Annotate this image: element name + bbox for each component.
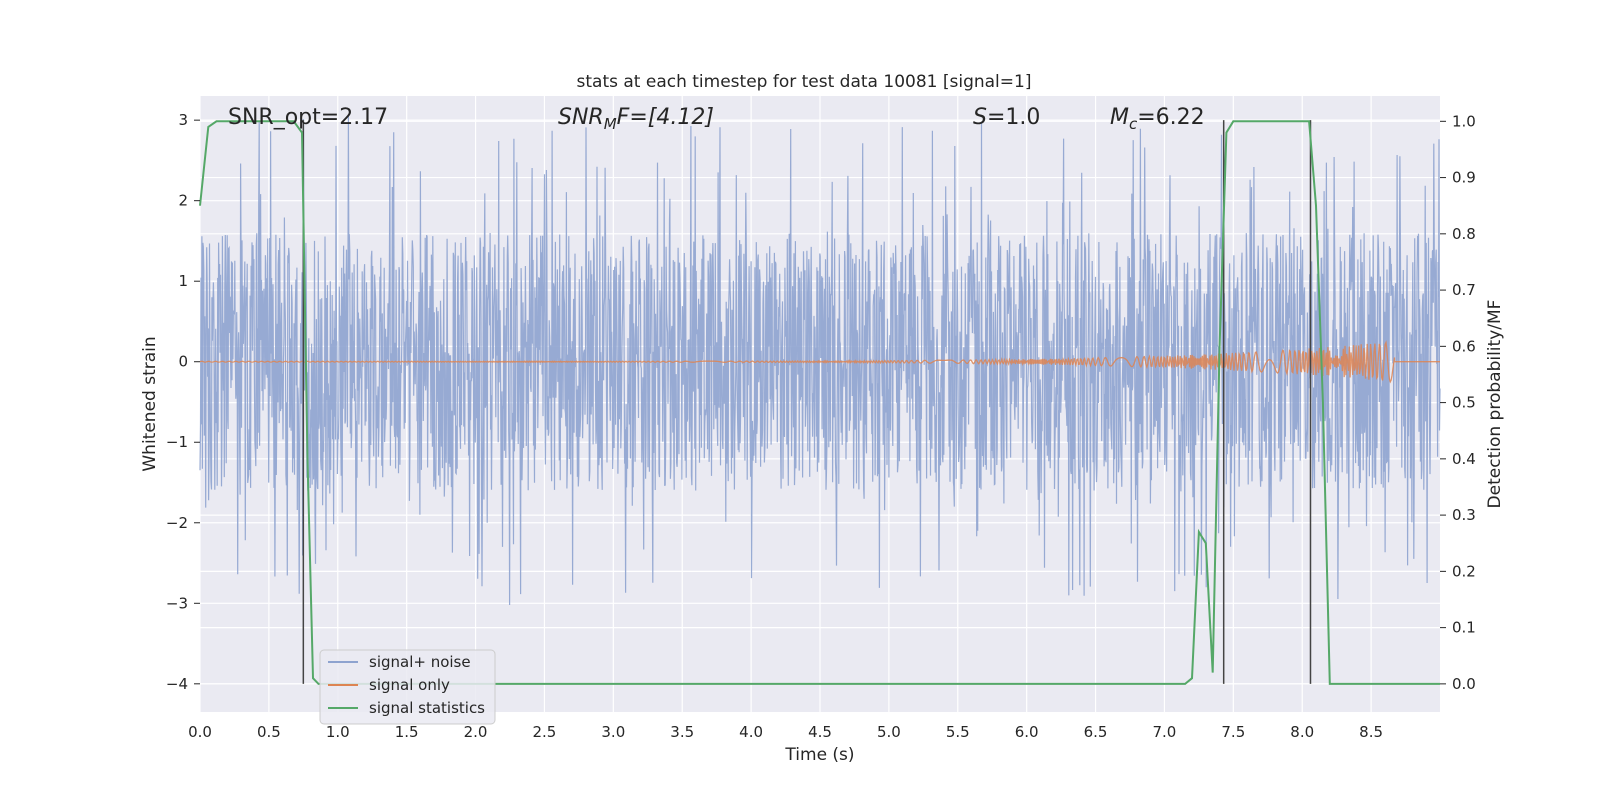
y-tick-label: −3 — [166, 594, 188, 612]
legend-box — [319, 649, 496, 725]
legend: signal+ noise signal only signal statist… — [319, 649, 496, 725]
annotation-s-rest: =1.0 — [987, 105, 1040, 130]
x-tick-label: 5.5 — [946, 723, 970, 741]
x-tick-label: 2.5 — [533, 723, 557, 741]
right-y-tick-label: 0.0 — [1452, 675, 1476, 693]
x-tick-label: 1.0 — [326, 723, 350, 741]
signal-only-line — [199, 340, 1440, 384]
annotation-mc-sub: c — [1129, 115, 1138, 133]
x-tick-label: 6.5 — [1084, 723, 1108, 741]
annotation-s: S=1.0 — [973, 105, 1040, 130]
right-y-tick-label: 0.5 — [1452, 394, 1476, 412]
y-axis-ticks: −4 −3 −2 −1 0 1 2 3 — [166, 111, 200, 693]
annotation-snr-mf-main: SNR — [558, 105, 604, 130]
y-tick-label: −1 — [166, 433, 188, 451]
annotation-snr-opt: SNR_opt=2.17 — [228, 105, 388, 130]
y-tick-label: 3 — [178, 111, 188, 129]
x-tick-label: 3.0 — [601, 723, 625, 741]
right-y-tick-label: 0.3 — [1452, 506, 1476, 524]
x-tick-label: 4.5 — [808, 723, 832, 741]
annotation-snr-mf-sub: M — [604, 115, 617, 133]
right-y-tick-label: 0.8 — [1452, 225, 1476, 243]
annotation-snr-mf-rest: F=[4.12] — [617, 105, 714, 130]
right-y-tick-label: 0.9 — [1452, 169, 1476, 187]
signal-statistics-series — [199, 120, 1440, 685]
chart-title: stats at each timestep for test data 100… — [577, 72, 1032, 92]
x-tick-label: 5.0 — [877, 723, 901, 741]
x-tick-label: 2.0 — [464, 723, 488, 741]
x-tick-label: 7.0 — [1153, 723, 1177, 741]
x-tick-label: 0.0 — [188, 723, 212, 741]
x-tick-label: 1.5 — [395, 723, 419, 741]
right-y-tick-label: 0.7 — [1452, 281, 1476, 299]
x-tick-label: 3.5 — [670, 723, 694, 741]
signal-noise-series — [199, 116, 1441, 606]
annotation-mc-main: M — [1110, 105, 1129, 130]
right-y-tick-label: 0.1 — [1452, 619, 1476, 637]
signal-statistics-line — [199, 120, 1440, 685]
annotation-mc-rest: =6.22 — [1137, 105, 1204, 130]
y-tick-label: 1 — [178, 272, 188, 290]
right-y-tick-label: 0.6 — [1452, 337, 1476, 355]
right-y-tick-label: 0.2 — [1452, 562, 1476, 580]
legend-label-signal-statistics: signal statistics — [369, 699, 485, 717]
annotation-snr-mf: SNRMF=[4.12] — [558, 105, 714, 133]
x-tick-label: 8.5 — [1359, 723, 1383, 741]
signal-only-series — [199, 340, 1440, 384]
y-tick-label: 2 — [178, 192, 188, 210]
right-y-tick-label: 0.4 — [1452, 450, 1476, 468]
y-tick-label: 0 — [178, 353, 188, 371]
x-tick-label: 6.0 — [1015, 723, 1039, 741]
x-tick-label: 8.0 — [1290, 723, 1314, 741]
x-axis-ticks: 0.0 0.5 1.0 1.5 2.0 2.5 3.0 3.5 4.0 4.5 5.0 5.5 6.0 6… — [188, 723, 1383, 741]
y-tick-label: −4 — [166, 675, 188, 693]
x-tick-label: 0.5 — [257, 723, 281, 741]
x-tick-label: 7.5 — [1221, 723, 1245, 741]
legend-label-signal-noise: signal+ noise — [369, 653, 471, 671]
legend-label-signal-only: signal only — [369, 676, 450, 694]
right-y-tick-label: 1.0 — [1452, 112, 1476, 130]
right-y-axis-ticks: 0.0 0.1 0.2 0.3 0.4 0.5 0.6 0.7 0.8 0.9 1.0 — [1440, 112, 1476, 693]
y-tick-label: −2 — [166, 514, 188, 532]
annotation-s-main: S — [973, 105, 987, 130]
x-tick-label: 4.0 — [739, 723, 763, 741]
right-y-axis-label: Detection probability/MF — [1485, 300, 1505, 509]
x-axis-label: Time (s) — [784, 745, 854, 765]
annotation-mc: Mc=6.22 — [1110, 105, 1205, 133]
y-axis-label: Whitened strain — [140, 336, 160, 471]
signal-noise-line — [199, 116, 1441, 606]
